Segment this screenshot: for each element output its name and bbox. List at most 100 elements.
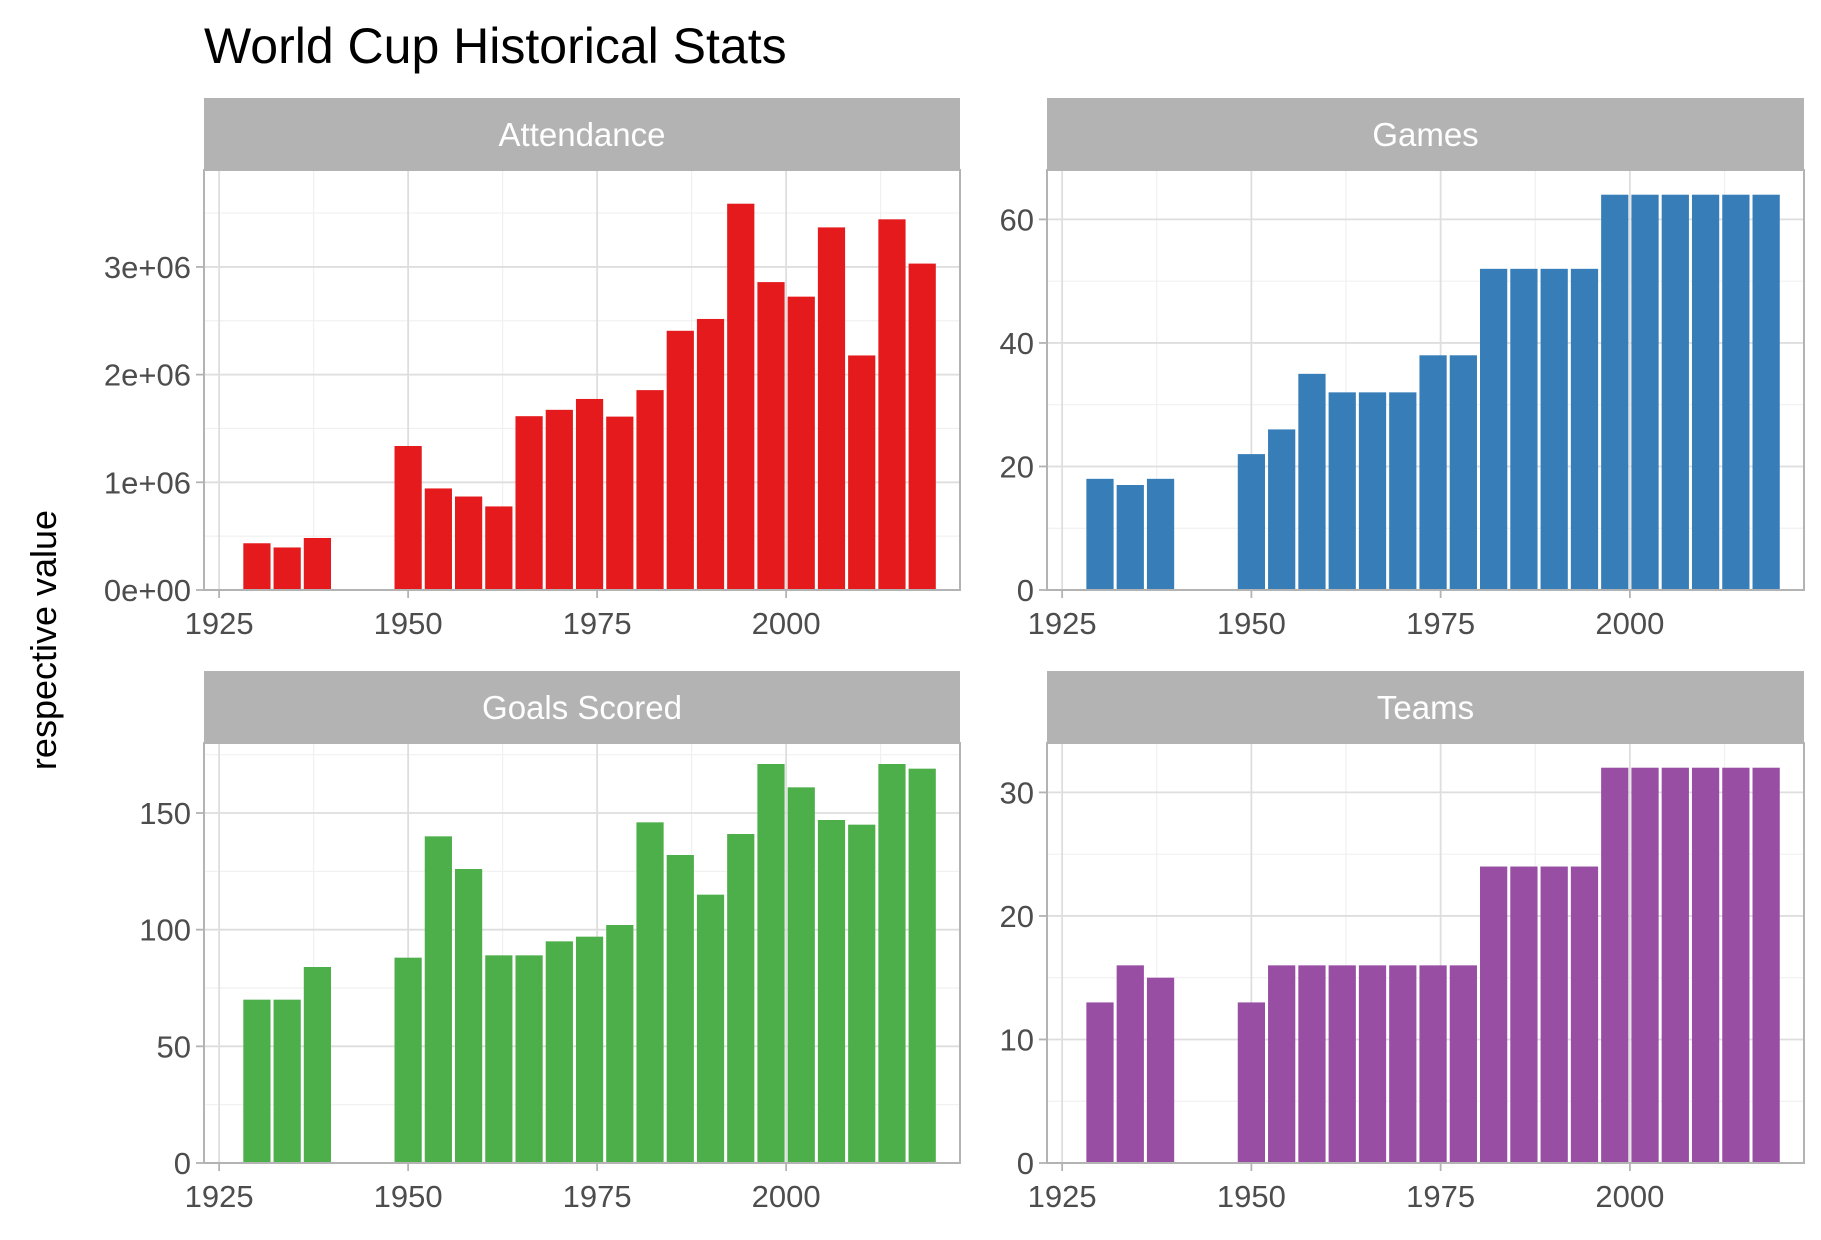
bar-teams-1978 [1449, 965, 1477, 1163]
bar-goals-scored-1970 [545, 941, 573, 1163]
y-tick-label: 0 [1017, 1146, 1034, 1181]
facet-strip [1047, 671, 1804, 743]
bar-games-1978 [1449, 355, 1477, 590]
bar-attendance-1970 [545, 409, 573, 590]
bar-goals-scored-2014 [878, 764, 906, 1163]
bar-attendance-1986 [666, 330, 694, 590]
bar-teams-2018 [1752, 767, 1780, 1163]
bar-goals-scored-1958 [454, 869, 483, 1163]
x-tick-label: 1950 [1217, 606, 1286, 641]
bar-games-1966 [1358, 392, 1387, 590]
chart-title: World Cup Historical Stats [204, 18, 787, 74]
x-tick-label: 1975 [563, 606, 632, 641]
bar-teams-2010 [1691, 767, 1720, 1163]
bar-goals-scored-1966 [515, 955, 543, 1163]
bar-goals-scored-2018 [908, 768, 936, 1163]
y-tick-label: 3e+06 [104, 250, 191, 285]
bar-goals-scored-1998 [757, 764, 785, 1163]
y-tick-label: 40 [1000, 326, 1034, 361]
bar-goals-scored-1950 [394, 957, 422, 1163]
bar-teams-1998 [1601, 767, 1629, 1163]
facet-games: Games 0 20 40 60 1925 1950 1975 2000 [1000, 98, 1805, 641]
bar-games-2006 [1661, 194, 1689, 591]
panel-border [1046, 169, 1805, 591]
facet-strip [1047, 98, 1804, 170]
x-tick-label: 1950 [374, 1179, 443, 1214]
bar-teams-1966 [1358, 965, 1387, 1163]
x-tick-label: 1950 [374, 606, 443, 641]
bar-goals-scored-1982 [636, 822, 664, 1163]
facet-strip-label: Games [1372, 116, 1478, 153]
bar-games-2002 [1631, 194, 1659, 591]
bar-teams-1990 [1540, 866, 1568, 1163]
bar-attendance-2014 [878, 219, 906, 591]
bar-goals-scored-1938 [303, 967, 332, 1163]
bar-teams-1950 [1237, 1002, 1266, 1163]
bar-attendance-2006 [817, 227, 846, 590]
bar-games-1962 [1328, 392, 1356, 590]
y-tick-label: 0 [1017, 573, 1034, 608]
bar-games-1934 [1116, 485, 1144, 590]
bar-teams-1958 [1298, 965, 1326, 1163]
x-tick-label: 1925 [1028, 606, 1097, 641]
y-tick-label: 30 [1000, 775, 1034, 810]
bar-games-1974 [1419, 355, 1447, 590]
bar-games-1970 [1389, 392, 1417, 590]
bar-attendance-2018 [908, 263, 936, 590]
panel-border [203, 169, 961, 591]
panel-border [1046, 742, 1805, 1164]
bar-games-1990 [1540, 268, 1568, 590]
bar-games-1954 [1268, 429, 1296, 590]
bar-goals-scored-1994 [727, 834, 755, 1163]
facet-teams: Teams 0 10 20 30 1925 1950 1975 2000 [1000, 671, 1805, 1214]
bar-games-2018 [1752, 194, 1780, 591]
facet-strip [204, 671, 960, 743]
bar-attendance-1978 [606, 416, 634, 590]
x-tick-label: 1925 [185, 606, 254, 641]
bar-goals-scored-2010 [848, 824, 876, 1163]
y-axis-label: respective value [23, 510, 64, 770]
x-tick-label: 1925 [185, 1179, 254, 1214]
bar-teams-1938 [1146, 977, 1175, 1163]
bar-teams-1962 [1328, 965, 1356, 1163]
bar-teams-1930 [1086, 1002, 1114, 1163]
y-tick-label: 10 [1000, 1022, 1034, 1057]
facet-strip [204, 98, 960, 170]
bar-games-1994 [1570, 268, 1599, 590]
x-tick-label: 2000 [752, 1179, 821, 1214]
bar-teams-1986 [1510, 866, 1538, 1163]
bar-attendance-1934 [273, 547, 301, 590]
facet-strip-label: Goals Scored [482, 689, 682, 726]
x-tick-label: 1975 [1406, 1179, 1475, 1214]
y-tick-label: 0 [174, 1146, 191, 1181]
bar-games-1998 [1601, 194, 1629, 591]
bar-attendance-1998 [757, 282, 785, 590]
facet-attendance: Attendance 0e+00 1e+06 2e+06 3e+06 1925 1950 19… [104, 98, 961, 641]
bar-games-1938 [1146, 478, 1175, 590]
bar-goals-scored-1930 [243, 999, 271, 1163]
y-tick-label: 150 [139, 796, 191, 831]
bar-attendance-1994 [727, 203, 755, 590]
bar-goals-scored-1978 [606, 925, 634, 1163]
bar-goals-scored-2002 [787, 787, 815, 1163]
facets-container: Attendance 0e+00 1e+06 2e+06 3e+06 1925 1950 19… [104, 98, 1805, 1214]
panel-border [203, 742, 961, 1164]
x-tick-label: 2000 [1595, 1179, 1664, 1214]
facet-strip-label: Teams [1377, 689, 1474, 726]
bar-teams-2014 [1722, 767, 1750, 1163]
facet-strip-label: Attendance [499, 116, 666, 153]
y-tick-label: 100 [139, 913, 191, 948]
facet-goals-scored: Goals Scored 0 50 100 150 1925 1950 1975 2000 [139, 671, 961, 1214]
bar-games-1950 [1237, 454, 1266, 590]
y-tick-label: 1e+06 [104, 465, 191, 500]
bar-goals-scored-1974 [575, 936, 604, 1163]
x-tick-label: 2000 [752, 606, 821, 641]
bar-teams-1974 [1419, 965, 1447, 1163]
x-tick-label: 1975 [563, 1179, 632, 1214]
y-tick-label: 0e+00 [104, 573, 191, 608]
bar-teams-1982 [1480, 866, 1508, 1163]
y-tick-label: 60 [1000, 202, 1034, 237]
y-tick-label: 2e+06 [104, 358, 191, 393]
bar-games-2010 [1691, 194, 1720, 591]
bar-attendance-1982 [636, 390, 664, 590]
